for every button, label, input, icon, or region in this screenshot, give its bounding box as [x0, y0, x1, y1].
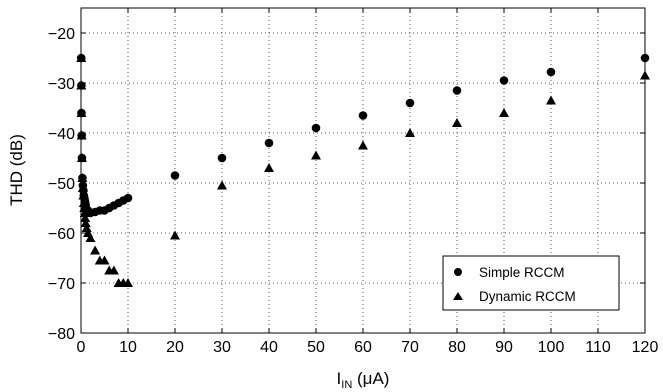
data-point-triangle	[79, 208, 90, 217]
data-point-triangle	[85, 233, 96, 242]
x-tick-label: 50	[307, 339, 325, 356]
data-point-triangle	[80, 213, 91, 222]
x-tick-label: 60	[354, 339, 372, 356]
x-tick-label: 30	[213, 339, 231, 356]
x-axis-label-main: I	[337, 369, 342, 388]
legend: Simple RCCM Dynamic RCCM	[442, 255, 620, 311]
data-point-circle	[499, 76, 509, 85]
data-point-triangle	[499, 108, 509, 117]
data-point-triangle	[81, 223, 92, 232]
data-point-triangle	[264, 163, 274, 172]
y-tick-label: −40	[48, 126, 75, 143]
data-point-triangle	[76, 130, 87, 140]
legend-label-simple-rccm: Simple RCCM	[479, 265, 565, 280]
data-point-triangle	[170, 230, 180, 240]
data-point-circle	[123, 193, 133, 203]
data-point-circle	[311, 123, 321, 133]
data-point-triangle	[79, 203, 90, 212]
y-tick-label: −80	[48, 326, 75, 343]
data-point-triangle	[99, 255, 110, 265]
y-tick-label: −70	[48, 276, 75, 293]
x-axis-label-unit: (μA)	[352, 369, 389, 388]
x-tick-label: 20	[166, 339, 184, 356]
x-tick-label: 120	[632, 339, 659, 356]
data-point-circle	[546, 67, 556, 77]
data-point-triangle	[76, 153, 87, 162]
data-point-circle	[405, 98, 415, 108]
x-tick-label: 0	[77, 339, 86, 356]
data-point-triangle	[90, 245, 101, 255]
legend-marker-dynamic-rccm	[453, 292, 463, 300]
data-point-circle	[170, 171, 180, 180]
x-axis-label-sub: IN	[341, 379, 352, 391]
data-point-triangle	[358, 140, 368, 150]
data-point-circle	[264, 138, 274, 148]
x-tick-label: 10	[119, 339, 137, 356]
y-tick-label: −50	[48, 176, 75, 193]
data-point-triangle	[546, 95, 556, 105]
x-tick-label: 80	[448, 339, 466, 356]
data-point-triangle	[108, 265, 119, 275]
axis-ticks: 0 10 20 30 40 50 60 70 80 90 100 110 120 −80 −70 −60 −50…	[48, 8, 659, 356]
x-tick-label: 110	[585, 339, 611, 356]
y-tick-label: −20	[48, 26, 75, 43]
data-point-triangle	[123, 278, 133, 287]
x-axis-label: IIN (μA)	[337, 369, 390, 391]
legend-marker-simple-rccm	[454, 268, 462, 276]
x-tick-label: 70	[401, 339, 419, 356]
data-point-triangle	[217, 180, 227, 190]
x-tick-label: 40	[260, 339, 278, 356]
y-tick-label: −30	[48, 76, 75, 93]
data-point-circle	[452, 86, 462, 95]
x-tick-label: 100	[538, 339, 565, 356]
data-point-triangle	[80, 218, 91, 227]
y-axis-label: THD (dB)	[7, 134, 26, 206]
x-tick-label: 90	[495, 339, 513, 356]
data-point-circle	[358, 111, 368, 120]
y-tick-label: −60	[48, 226, 75, 243]
data-point-triangle	[311, 150, 321, 160]
data-point-circle	[217, 153, 227, 163]
data-point-triangle	[77, 183, 88, 192]
data-point-triangle	[452, 118, 462, 127]
legend-label-dynamic-rccm: Dynamic RCCM	[479, 289, 576, 304]
legend-box	[442, 255, 620, 311]
data-point-triangle	[77, 173, 88, 182]
data-point-triangle	[405, 128, 415, 137]
